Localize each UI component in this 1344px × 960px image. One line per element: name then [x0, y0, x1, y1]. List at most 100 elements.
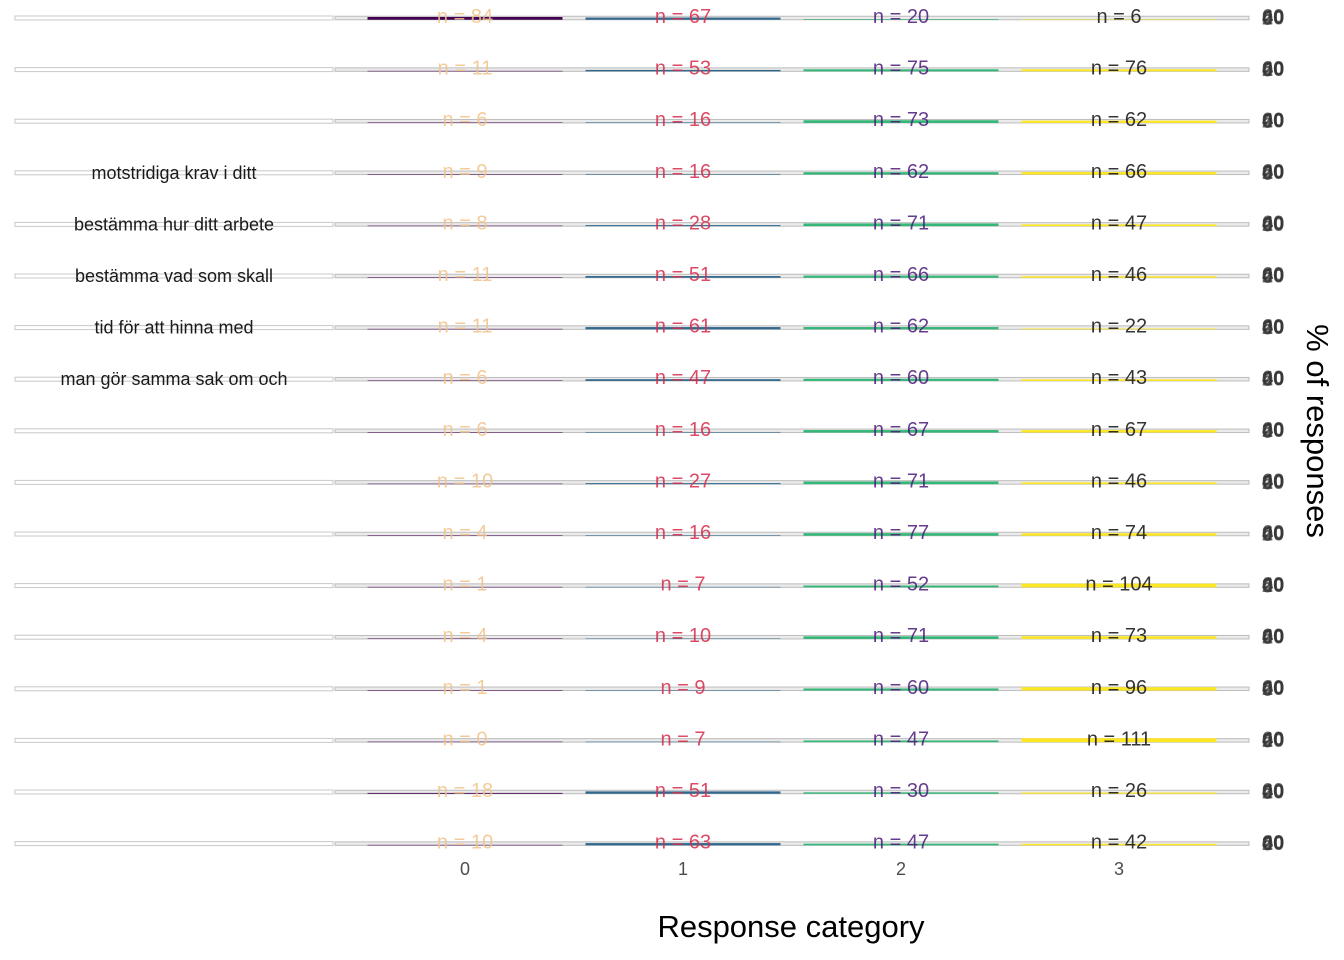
panel-y-tick-label: 20 [1262, 111, 1284, 133]
panel-y-tick-label: 40 [1262, 265, 1284, 287]
n-label: n = 20 [873, 6, 929, 28]
bar [1021, 379, 1217, 381]
panel-y-tick-label: 40 [1262, 523, 1284, 545]
row-label-strip [14, 170, 334, 176]
row-panel [334, 15, 1250, 21]
bar [585, 741, 781, 743]
bar [585, 276, 781, 278]
chart-row: bestämma vad som skall n = 11 n = 51 n = 66… [14, 264, 1284, 288]
n-label: n = 30 [873, 780, 929, 802]
x-tick-label: 2 [896, 859, 906, 879]
panel-y-tick-label: 60 [1262, 58, 1284, 80]
row-label-strip [14, 15, 334, 21]
n-label: n = 8 [442, 212, 487, 234]
bar [367, 70, 563, 72]
bar [803, 792, 999, 794]
n-label: n = 9 [442, 161, 487, 183]
n-label: n = 51 [655, 264, 711, 286]
n-label: n = 71 [873, 625, 929, 647]
n-label: n = 9 [660, 677, 705, 699]
panel-y-tick-label: 60 [1262, 367, 1284, 389]
panel-y-tick-label: 0 [1262, 369, 1273, 391]
panel-y-tick-label: 40 [1262, 420, 1284, 442]
row-label-strip [14, 221, 334, 227]
row-panel [334, 325, 1250, 330]
n-label: n = 62 [1091, 109, 1147, 131]
panel-y-tick-label: 60 [1262, 625, 1284, 647]
panel-y-tick-label: 20 [1262, 781, 1284, 803]
bar [1021, 430, 1217, 433]
panel-y-tick-label: 0 [1262, 421, 1273, 443]
bar [585, 327, 781, 330]
n-label: n = 6 [442, 109, 487, 131]
n-label: n = 0 [442, 728, 487, 750]
n-label: n = 47 [1091, 212, 1147, 234]
n-label: n = 96 [1091, 677, 1147, 699]
row-panel [334, 531, 1250, 537]
n-label: n = 74 [1091, 522, 1147, 544]
panel-y-tick-label: 20 [1262, 833, 1284, 855]
n-label: n = 11 [438, 316, 493, 338]
panel-y-tick-label: 0 [1262, 318, 1273, 340]
row-label: tid för att hinna med [94, 318, 253, 338]
panel-y-tick-label: 20 [1262, 627, 1284, 649]
bar [367, 844, 563, 846]
bar [1021, 687, 1217, 691]
row-label: bestämma vad som skall [75, 266, 273, 286]
bar [367, 174, 563, 175]
n-label: n = 47 [873, 832, 929, 854]
n-label: n = 6 [442, 367, 487, 389]
panel-y-tick-label: 0 [1262, 782, 1273, 804]
panel-y-tick-label: 40 [1262, 7, 1284, 29]
n-label: n = 62 [873, 161, 929, 183]
bar [585, 535, 781, 536]
row-panel [334, 789, 1250, 795]
n-label: n = 61 [655, 316, 711, 338]
bar [803, 843, 999, 846]
bar [803, 120, 999, 123]
n-label: n = 10 [655, 625, 711, 647]
panel-y-tick-label: 40 [1262, 316, 1284, 338]
panel-y-tick-label: 40 [1262, 729, 1284, 751]
row-label: motstridiga krav i ditt [91, 163, 256, 183]
panel-y-tick-label: 60 [1262, 522, 1284, 544]
panel-y-tick-label: 20 [1262, 214, 1284, 236]
bar [367, 638, 563, 639]
x-tick-label: 1 [678, 859, 688, 879]
n-label: n = 22 [1091, 316, 1147, 338]
panel-y-tick-label: 0 [1262, 627, 1273, 649]
row-label-strip [14, 118, 334, 124]
panel-y-tick-label: 40 [1262, 471, 1284, 493]
bar [1021, 583, 1217, 588]
row-panel [334, 170, 1250, 176]
x-axis-title: Response category [657, 909, 925, 944]
row-panel [334, 480, 1250, 485]
row-label-strip [14, 531, 334, 537]
bar [803, 533, 999, 536]
bar [803, 275, 999, 278]
panel-y-tick-label: 60 [1262, 780, 1284, 802]
n-label: n = 84 [437, 6, 493, 28]
row-label-strip [14, 376, 334, 382]
panel-y-tick-label: 60 [1262, 419, 1284, 441]
bar [1021, 482, 1217, 485]
bar [367, 792, 563, 794]
n-label: n = 76 [1091, 58, 1147, 80]
row-label-strip [14, 325, 334, 331]
panel-y-tick-label: 20 [1262, 59, 1284, 81]
n-label: n = 4 [442, 625, 487, 647]
bar [803, 19, 999, 20]
row-panel [334, 634, 1250, 640]
panel-y-tick-label: 40 [1262, 110, 1284, 132]
bar [1021, 636, 1217, 639]
n-label: n = 77 [873, 522, 929, 544]
bar [585, 690, 781, 691]
bar [1021, 69, 1217, 72]
chart-row: bestämma hur ditt arbete n = 8 n = 28 n = 7… [14, 212, 1284, 236]
n-label: n = 11 [438, 264, 493, 286]
